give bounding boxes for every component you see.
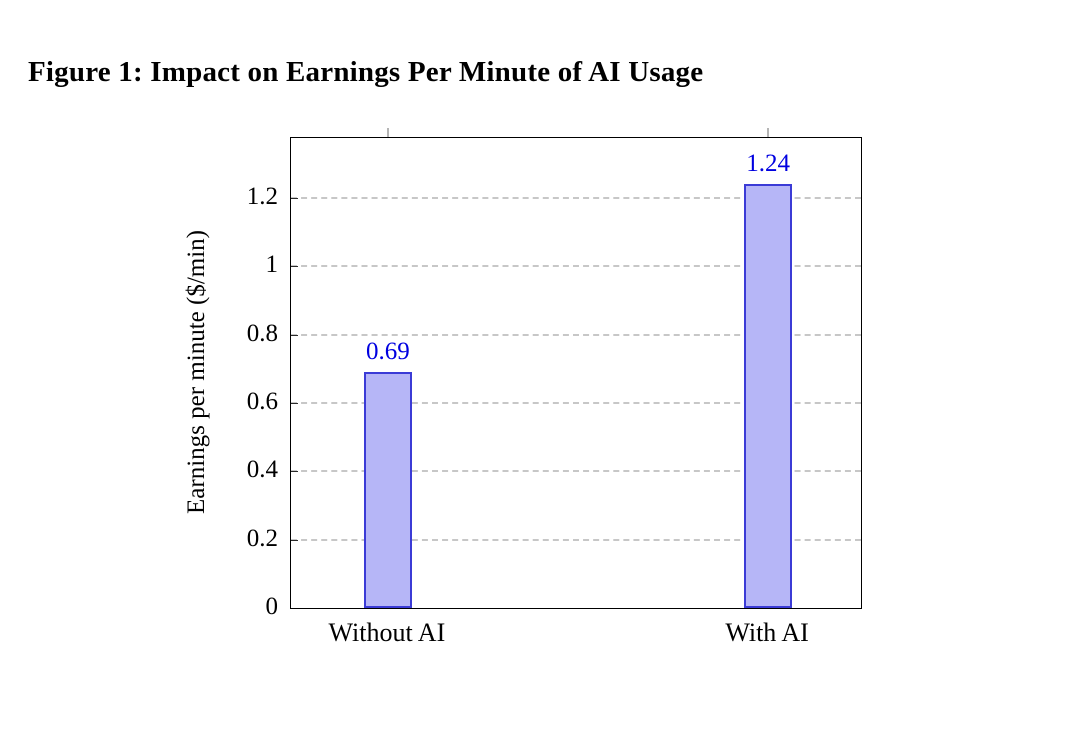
figure-title: Figure 1: Impact on Earnings Per Minute … <box>28 56 704 88</box>
x-tick-label: With AI <box>725 618 809 647</box>
y-tick-mark <box>291 266 298 268</box>
gridline <box>291 196 861 199</box>
top-x-tick-mark <box>767 128 770 137</box>
y-tick-label: 0 <box>265 593 279 620</box>
y-tick-label: 0.8 <box>246 319 278 347</box>
y-tick-labels: 0 0.2 0.4 0.6 0.8 1 1.2 <box>200 137 279 619</box>
y-tick-label: 0.2 <box>246 524 278 552</box>
y-tick-label: 1 <box>265 251 279 279</box>
y-tick-mark <box>291 539 298 541</box>
y-tick-label: 0.6 <box>246 387 278 415</box>
y-tick-mark <box>291 471 298 473</box>
gridline <box>291 401 861 404</box>
y-tick-mark <box>291 334 298 336</box>
top-x-tick-mark <box>386 128 389 137</box>
gridline <box>291 470 861 473</box>
bar-value-label: 1.24 <box>746 150 790 178</box>
bar-value-label: 0.69 <box>366 338 410 366</box>
x-tick-labels: Without AI With AI <box>290 618 860 658</box>
y-tick-mark <box>291 402 298 404</box>
plot-area: 0.69 1.24 <box>290 128 862 609</box>
y-tick-label: 0.4 <box>246 456 278 484</box>
gridline <box>291 333 861 336</box>
bar-without-ai <box>363 372 412 608</box>
y-tick-label: 1.2 <box>246 182 278 210</box>
y-tick-mark <box>291 197 298 199</box>
bar-with-ai <box>744 184 793 608</box>
gridline <box>291 265 861 268</box>
x-tick-label: Without AI <box>328 618 446 647</box>
gridline <box>291 538 861 541</box>
